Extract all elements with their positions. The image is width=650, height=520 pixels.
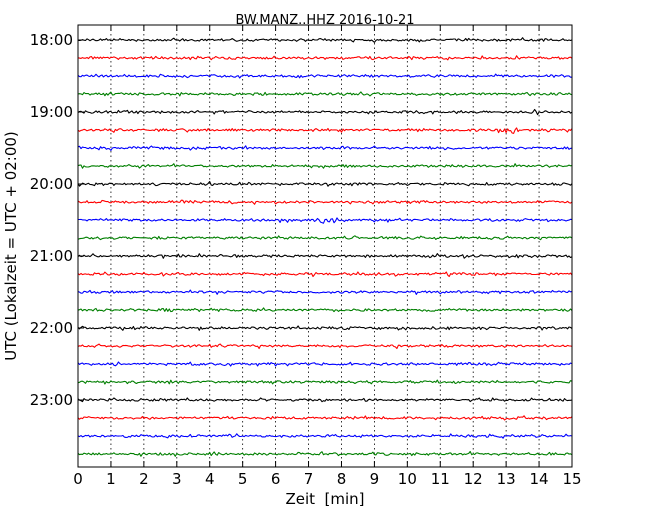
x-tick-label-8: 8 bbox=[337, 470, 347, 488]
y-axis-label: UTC (Lokalzeit = UTC + 02:00) bbox=[2, 131, 20, 361]
y-tick-label-0: 18:00 bbox=[30, 31, 73, 49]
trace-row-1830 bbox=[77, 73, 572, 79]
seismic-traces bbox=[77, 37, 573, 457]
trace-row-2230 bbox=[77, 361, 573, 367]
trace-row-1915 bbox=[77, 127, 573, 134]
trace-row-2345 bbox=[77, 450, 573, 457]
chart-title: BW.MANZ..HHZ 2016-10-21 bbox=[235, 13, 414, 28]
y-tick-label-2: 20:00 bbox=[30, 175, 73, 193]
trace-row-2115 bbox=[77, 271, 573, 278]
x-tick-label-6: 6 bbox=[271, 470, 281, 488]
trace-row-2330 bbox=[77, 433, 573, 439]
trace-row-2200 bbox=[77, 325, 573, 331]
x-tick-label-4: 4 bbox=[205, 470, 215, 488]
x-tick-label-12: 12 bbox=[464, 470, 483, 488]
y-tick-labels: 18:00 19:00 20:00 21:00 22:00 23:00 bbox=[30, 31, 73, 409]
y-tick-label-1: 19:00 bbox=[30, 103, 73, 121]
trace-row-2130 bbox=[77, 289, 573, 295]
y-tick-label-3: 21:00 bbox=[30, 247, 73, 265]
x-tick-label-11: 11 bbox=[431, 470, 450, 488]
x-tick-label-14: 14 bbox=[530, 470, 549, 488]
y-tick-label-5: 23:00 bbox=[30, 391, 73, 409]
x-tick-label-5: 5 bbox=[238, 470, 248, 488]
grid-lines bbox=[110, 25, 540, 467]
trace-row-2100 bbox=[77, 253, 573, 259]
trace-row-1900 bbox=[77, 108, 573, 116]
trace-row-2145 bbox=[77, 307, 573, 313]
x-tick-label-3: 3 bbox=[172, 470, 182, 488]
x-axis-label: Zeit [min] bbox=[285, 490, 364, 508]
x-tick-label-13: 13 bbox=[497, 470, 516, 488]
trace-row-1845 bbox=[77, 91, 573, 97]
trace-row-2045 bbox=[77, 235, 573, 241]
trace-row-2245 bbox=[77, 379, 573, 385]
y-tick-label-4: 22:00 bbox=[30, 319, 73, 337]
trace-row-1945 bbox=[77, 163, 573, 169]
trace-row-2300 bbox=[77, 397, 573, 403]
x-tick-label-9: 9 bbox=[370, 470, 380, 488]
trace-row-2315 bbox=[77, 415, 573, 421]
x-tick-label-1: 1 bbox=[106, 470, 116, 488]
trace-row-1815 bbox=[77, 55, 573, 61]
trace-row-1800 bbox=[77, 37, 573, 43]
x-tick-labels: 0 1 2 3 4 5 6 7 8 9 10 11 12 13 14 15 bbox=[73, 470, 581, 488]
trace-row-2000 bbox=[77, 180, 573, 187]
trace-row-2215 bbox=[77, 343, 573, 350]
x-tick-label-2: 2 bbox=[139, 470, 149, 488]
axis-ticks bbox=[77, 25, 573, 467]
trace-row-2015 bbox=[77, 199, 573, 205]
trace-row-2030 bbox=[78, 217, 573, 224]
x-tick-label-15: 15 bbox=[562, 470, 581, 488]
x-tick-label-7: 7 bbox=[304, 470, 314, 488]
trace-row-1930 bbox=[77, 145, 573, 151]
plot-frame bbox=[77, 24, 573, 468]
x-tick-label-0: 0 bbox=[73, 470, 83, 488]
x-tick-label-10: 10 bbox=[398, 470, 417, 488]
